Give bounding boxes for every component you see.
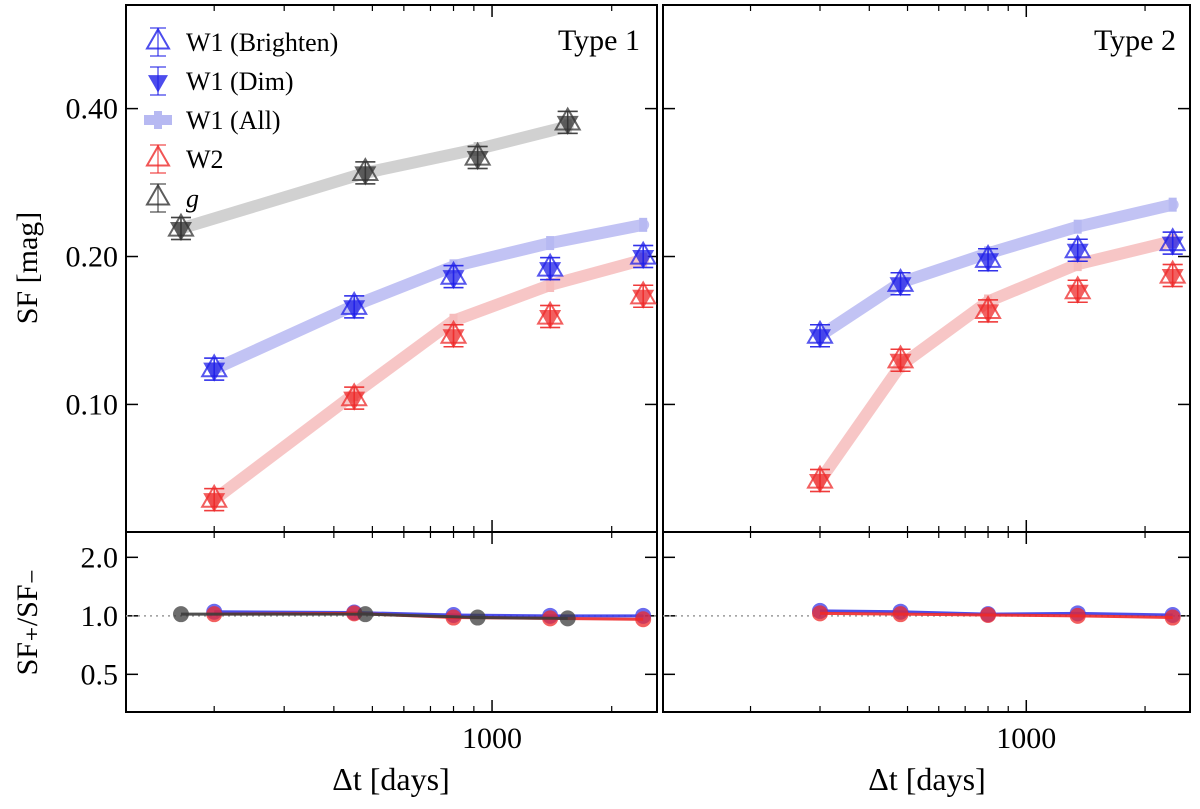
x-axis-label-right: Δt [days] [868, 761, 985, 797]
legend-label: W1 (Dim) [186, 67, 294, 96]
panels: 0.10 0.20 0.40 0.5 1.0 2.0 1000 1000 [66, 4, 1191, 755]
y-tick-label: 0.10 [66, 388, 119, 421]
y-tick-label: 0.5 [81, 658, 119, 691]
series-band-w1-all- [208, 218, 650, 376]
band-marker [1073, 257, 1082, 272]
marker-dim [1161, 236, 1184, 256]
legend-marker [145, 183, 171, 206]
marker-dim [203, 493, 226, 513]
legend-label: W1 (All) [186, 106, 281, 135]
panel-title-type-2: Type 2 [1094, 24, 1176, 57]
y-axis-label-bottom: SF₊/SF₋ [11, 569, 44, 676]
y-tick-label: 1.0 [81, 600, 119, 633]
x-axis-label-left: Δt [days] [332, 761, 449, 797]
ratio-point-w2 [1164, 609, 1181, 626]
marker-dim [808, 329, 831, 349]
ratio-point-g [172, 606, 189, 623]
band-marker [639, 217, 648, 232]
marker-dim [1161, 268, 1184, 289]
legend-label: W1 (Brighten) [186, 28, 338, 57]
band-marker [546, 236, 555, 251]
marker-dim [539, 262, 562, 282]
legend-marker [148, 75, 168, 93]
y-tick-label: 0.20 [66, 241, 119, 274]
legend-entry-g: g [145, 183, 199, 213]
marker-dim [169, 222, 192, 242]
series-band-w2-all- [208, 253, 650, 506]
marker-dim [889, 353, 912, 373]
panel-top-right [662, 4, 1191, 533]
marker-dim [977, 304, 1000, 324]
panel-title-type-1: Type 1 [558, 24, 640, 57]
marker-dim [466, 151, 489, 171]
series-band-w2-all- [813, 235, 1179, 487]
legend-label: g [186, 184, 199, 213]
legend-swatch-marker [154, 111, 162, 129]
panel-bottom-left: 0.5 1.0 2.0 1000 [81, 531, 658, 755]
marker-dim [1066, 284, 1089, 304]
marker-dim [632, 250, 655, 270]
marker-dim [808, 474, 831, 494]
ratio-point-w2 [892, 606, 909, 623]
ratio-point-w2 [635, 611, 652, 628]
marker-dim [1066, 243, 1089, 263]
ratio-line-g [180, 612, 568, 620]
legend: W1 (Brighten) W1 (Dim) W1 (All) W2 g [144, 27, 338, 213]
band-marker [546, 278, 555, 293]
marker-dim [203, 362, 226, 382]
x-tick-label: 1000 [462, 722, 522, 755]
axes-frame [125, 531, 658, 713]
ratio-point-w2 [1069, 607, 1086, 624]
y-axis-label-top: SF [mag] [11, 212, 44, 325]
series-band-g-all- [174, 120, 574, 235]
legend-label: W2 [186, 145, 224, 174]
legend-marker [145, 144, 171, 167]
band-marker [1073, 219, 1082, 234]
y-tick-label: 0.40 [66, 93, 119, 126]
axes-frame [662, 531, 1191, 713]
marker-dim [977, 253, 1000, 273]
panel-bottom-right: 1000 [662, 531, 1191, 755]
legend-marker [145, 27, 171, 50]
legend-entry-w1-dim-: W1 (Dim) [148, 66, 294, 96]
legend-entry-w2: W2 [145, 144, 224, 174]
marker-dim [343, 391, 366, 411]
marker-dim [889, 277, 912, 297]
marker-dim [343, 300, 366, 320]
ratio-point-g [559, 610, 576, 627]
y-tick-label: 2.0 [81, 541, 119, 574]
ratio-point-w2 [811, 605, 828, 622]
marker-dim [632, 289, 655, 309]
marker-dim [354, 166, 377, 186]
marker-dim [556, 115, 579, 136]
ratio-point-w2 [980, 606, 997, 623]
panel-top-left: 0.10 0.20 0.40 [66, 4, 658, 533]
legend-entry-w1-all-: W1 (All) [144, 106, 281, 135]
ratio-point-g [357, 606, 374, 623]
marker-dim [442, 329, 465, 349]
band-marker [1168, 197, 1177, 212]
x-tick-label: 1000 [996, 722, 1056, 755]
marker-dim [539, 309, 562, 330]
marker-dim [442, 270, 465, 290]
ratio-point-g [469, 609, 486, 626]
legend-entry-w1-brighten-: W1 (Brighten) [145, 27, 338, 57]
